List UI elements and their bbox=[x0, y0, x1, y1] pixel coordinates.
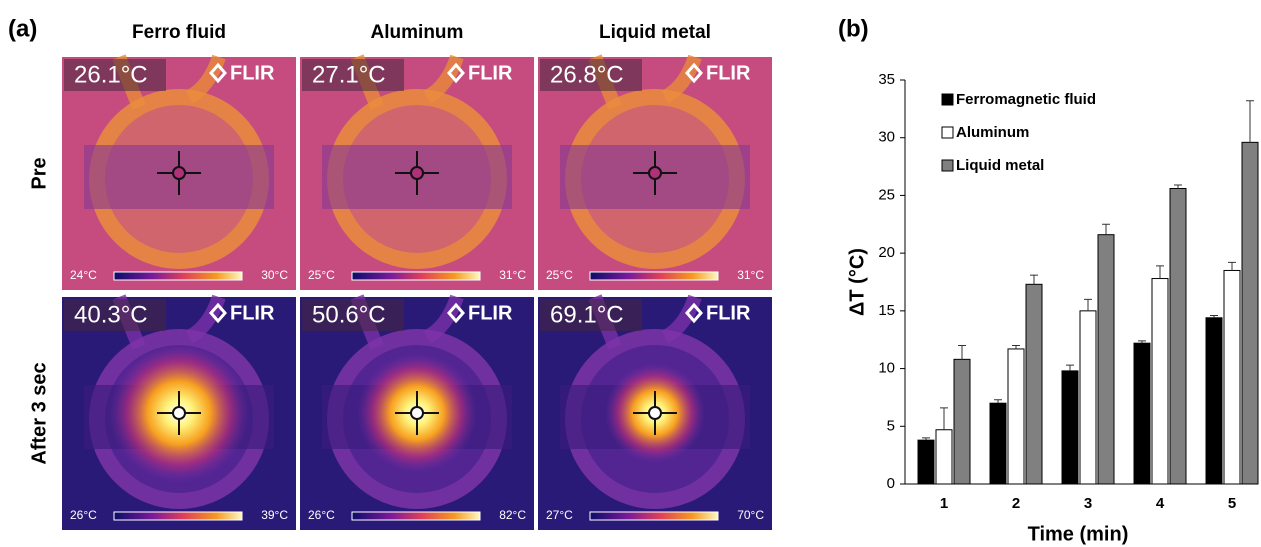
thermal-image: 27.1°C FLIR 25°C 31°C bbox=[300, 57, 534, 290]
thermal-image: 69.1°C FLIR 27°C 70°C bbox=[538, 297, 772, 530]
y-axis-title: ΔT (°C) bbox=[846, 248, 868, 316]
legend-label: Ferromagnetic fluid bbox=[956, 91, 1096, 108]
error-bar bbox=[1174, 185, 1182, 188]
legend-swatch bbox=[942, 127, 953, 138]
error-bar bbox=[1228, 262, 1236, 270]
bar bbox=[1224, 270, 1240, 484]
bar bbox=[1134, 343, 1150, 484]
bar bbox=[954, 359, 970, 484]
legend-swatch bbox=[942, 160, 953, 171]
x-tick-label: 3 bbox=[1084, 495, 1092, 512]
y-tick-label: 25 bbox=[878, 186, 895, 203]
row-header: Pre bbox=[28, 157, 50, 189]
scale-max: 31°C bbox=[737, 268, 764, 282]
spot-temperature: 27.1°C bbox=[312, 61, 386, 88]
scale-max: 82°C bbox=[499, 508, 526, 522]
legend-label: Aluminum bbox=[956, 124, 1029, 141]
bar bbox=[1098, 235, 1114, 484]
legend-label: Liquid metal bbox=[956, 157, 1044, 174]
color-scale bbox=[114, 512, 242, 520]
color-scale bbox=[590, 272, 718, 280]
scale-max: 70°C bbox=[737, 508, 764, 522]
figure: (a) (b) Time (min) ΔT (°C) Ferro fluid Al… bbox=[0, 0, 1261, 547]
bar bbox=[1062, 371, 1078, 484]
x-tick-label: 5 bbox=[1228, 495, 1236, 512]
color-scale bbox=[352, 512, 480, 520]
scale-min: 25°C bbox=[546, 268, 573, 282]
thermal-image: 26.8°C FLIR 25°C 31°C bbox=[538, 57, 772, 290]
x-tick-label: 1 bbox=[940, 495, 948, 512]
spot-temperature: 50.6°C bbox=[312, 301, 386, 328]
brand-logo: FLIR bbox=[230, 302, 275, 324]
brand-logo: FLIR bbox=[230, 62, 275, 84]
panel-label: (b) bbox=[838, 15, 869, 42]
bar bbox=[990, 403, 1006, 484]
error-bar bbox=[1084, 299, 1092, 311]
column-header: Liquid metal bbox=[599, 22, 711, 43]
error-bar bbox=[1102, 224, 1110, 234]
bar bbox=[936, 430, 952, 484]
bar bbox=[1026, 284, 1042, 484]
brand-logo: FLIR bbox=[468, 302, 513, 324]
color-scale bbox=[114, 272, 242, 280]
scale-min: 26°C bbox=[70, 508, 97, 522]
spot-temperature: 40.3°C bbox=[74, 301, 148, 328]
bar bbox=[918, 440, 934, 484]
x-tick-label: 4 bbox=[1156, 495, 1165, 512]
scale-min: 24°C bbox=[70, 268, 97, 282]
x-tick-label: 2 bbox=[1012, 495, 1020, 512]
color-scale bbox=[352, 272, 480, 280]
thermal-image: 26.1°C FLIR 24°C 30°C bbox=[62, 57, 296, 290]
crosshair-center bbox=[411, 407, 423, 419]
y-tick-label: 0 bbox=[887, 475, 895, 492]
bar bbox=[1170, 189, 1186, 484]
scale-max: 39°C bbox=[261, 508, 288, 522]
scale-min: 26°C bbox=[308, 508, 335, 522]
crosshair-center bbox=[649, 167, 661, 179]
y-tick-label: 20 bbox=[878, 244, 895, 261]
y-tick-label: 5 bbox=[887, 417, 895, 434]
spot-temperature: 26.1°C bbox=[74, 61, 148, 88]
crosshair-center bbox=[411, 167, 423, 179]
error-bar bbox=[1030, 275, 1038, 284]
thermal-image: 40.3°C FLIR 26°C 39°C bbox=[62, 297, 296, 530]
spot-temperature: 69.1°C bbox=[550, 301, 624, 328]
y-tick-label: 10 bbox=[878, 360, 895, 377]
error-bar bbox=[1012, 345, 1020, 348]
bar bbox=[1206, 318, 1222, 484]
crosshair-center bbox=[173, 167, 185, 179]
y-tick-label: 30 bbox=[878, 129, 895, 146]
bar bbox=[1152, 279, 1168, 484]
spot-temperature: 26.8°C bbox=[550, 61, 624, 88]
row-header: After 3 sec bbox=[28, 362, 50, 464]
scale-max: 31°C bbox=[499, 268, 526, 282]
column-header: Aluminum bbox=[371, 22, 464, 43]
x-axis-title: Time (min) bbox=[1028, 523, 1129, 545]
error-bar bbox=[958, 345, 966, 359]
crosshair-center bbox=[173, 407, 185, 419]
error-bar bbox=[1156, 266, 1164, 279]
error-bar bbox=[1246, 101, 1254, 143]
bar bbox=[1008, 349, 1024, 484]
column-header: Ferro fluid bbox=[132, 22, 226, 43]
y-tick-label: 35 bbox=[878, 71, 895, 88]
legend-swatch bbox=[942, 94, 953, 105]
error-bar bbox=[1066, 365, 1074, 371]
color-scale bbox=[590, 512, 718, 520]
brand-logo: FLIR bbox=[468, 62, 513, 84]
brand-logo: FLIR bbox=[706, 62, 751, 84]
y-tick-label: 15 bbox=[878, 302, 895, 319]
scale-min: 25°C bbox=[308, 268, 335, 282]
brand-logo: FLIR bbox=[706, 302, 751, 324]
error-bar bbox=[994, 400, 1002, 403]
scale-max: 30°C bbox=[261, 268, 288, 282]
panel-label: (a) bbox=[8, 15, 37, 42]
scale-min: 27°C bbox=[546, 508, 573, 522]
bar bbox=[1080, 311, 1096, 484]
thermal-image: 50.6°C FLIR 26°C 82°C bbox=[300, 297, 534, 530]
error-bar bbox=[940, 408, 948, 430]
bar bbox=[1242, 142, 1258, 484]
crosshair-center bbox=[649, 407, 661, 419]
